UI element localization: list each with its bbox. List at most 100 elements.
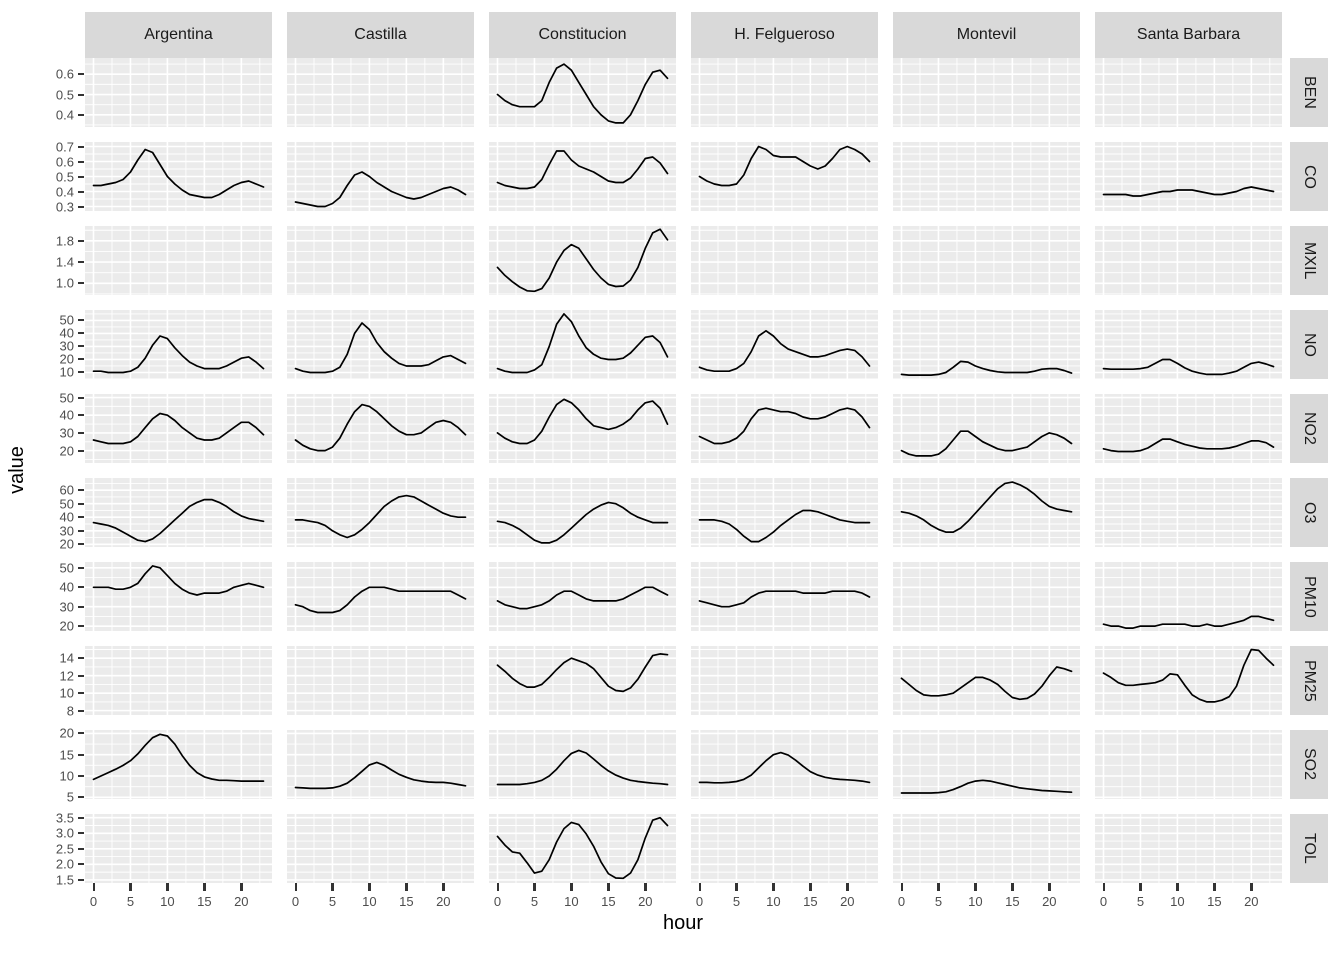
facet-panel-no2-montevil [893,394,1080,463]
facet-panel-mxil-argentina [85,226,272,295]
y-tick-mark [78,73,84,76]
series-line-no2-argentina [92,412,265,445]
facet-plot [287,394,474,463]
y-tick-label: 40 [59,509,74,525]
facet-plot [287,142,474,211]
y-tick-mark [78,282,84,285]
column-strip-argentina: Argentina [85,12,272,58]
series-line-so2-constitucion [496,749,669,786]
facet-panel-ben-santa-barbara [1095,58,1282,127]
y-tick-mark [78,345,84,348]
facet-panel-pm25-santa-barbara [1095,646,1282,715]
x-tick-label: 20 [234,894,249,909]
y-tick-mark [78,414,84,417]
y-tick-mark [78,625,84,628]
y-tick-mark [78,175,84,178]
facet-panel-o3-argentina [85,478,272,547]
y-tick-label: 50 [59,312,74,328]
facet-plot [85,562,272,631]
facet-plot [691,226,878,295]
series-line-no2-castilla [294,403,467,452]
y-tick-label: 10 [59,685,74,701]
y-tick-label: 50 [59,390,74,406]
y-tick-label: 40 [59,407,74,423]
x-tick-label: 0 [897,894,906,909]
y-tick-label: 2.0 [55,856,74,872]
facet-plot [691,58,878,127]
series-line-co-h-felgueroso [698,145,871,187]
facet-panel-so2-montevil [893,730,1080,799]
y-tick-label: 0.6 [55,154,74,169]
x-tick-label: 5 [934,894,943,909]
facet-plot [489,730,676,799]
series-line-so2-montevil [900,779,1073,794]
facet-plot [691,730,878,799]
x-tick-label: 0 [1099,894,1108,909]
facet-plot [691,394,878,463]
y-tick-label: 50 [59,496,74,512]
x-tick-label: 20 [1042,894,1057,909]
series-line-no2-santa-barbara [1102,438,1275,453]
x-tick-label: 15 [803,894,818,909]
series-line-no-constitucion [496,313,669,374]
facet-panel-no2-santa-barbara [1095,394,1282,463]
x-tick-label: 20 [436,894,451,909]
facet-plot [1095,142,1282,211]
facet-plot [1095,226,1282,295]
facet-panel-pm25-h-felgueroso [691,646,878,715]
x-tick-mark [644,883,647,891]
column-strip-castilla: Castilla [287,12,474,58]
y-tick-mark [78,674,84,677]
column-strip-santa-barbara: Santa Barbara [1095,12,1282,58]
y-tick-label: 1.8 [55,233,74,249]
y-tick-label: 5 [66,789,74,805]
facet-panel-so2-castilla [287,730,474,799]
facet-plot [85,142,272,211]
y-tick-mark [78,431,84,434]
facet-panel-o3-montevil [893,478,1080,547]
row-strip-co: CO [1290,142,1328,211]
y-tick-mark [78,239,84,242]
x-tick-label: 10 [1170,894,1185,909]
series-line-o3-constitucion [496,501,669,544]
x-tick-mark [405,883,408,891]
facet-panel-tol-montevil [893,814,1080,883]
y-tick-mark [78,878,84,881]
facet-plot [893,58,1080,127]
y-tick-mark [78,489,84,492]
facet-panel-o3-h-felgueroso [691,478,878,547]
facet-plot [85,646,272,715]
y-tick-mark [78,205,84,208]
facet-panel-mxil-santa-barbara [1095,226,1282,295]
facet-plot [893,478,1080,547]
y-tick-mark [78,816,84,819]
x-tick-mark [1011,883,1014,891]
y-tick-mark [78,543,84,546]
facet-plot [489,814,676,883]
facet-plot [85,730,272,799]
y-tick-label: 40 [59,325,74,341]
y-tick-label: 10 [59,768,74,784]
y-tick-mark [78,657,84,660]
series-line-pm10-castilla [294,586,467,614]
facet-plot [489,226,676,295]
y-tick-label: 20 [59,536,74,552]
series-line-ben-constitucion [496,63,669,124]
facet-panel-co-montevil [893,142,1080,211]
x-tick-label: 10 [564,894,579,909]
y-tick-label: 1.0 [55,275,74,291]
row-strip-pm10: PM10 [1290,562,1328,631]
x-tick-mark [846,883,849,891]
facet-panel-pm25-argentina [85,646,272,715]
y-tick-mark [78,145,84,148]
facet-plot [1095,58,1282,127]
y-tick-label: 8 [66,703,74,719]
series-line-no-montevil [900,360,1073,376]
y-tick-mark [78,261,84,264]
facet-plot [489,646,676,715]
row-strip-tol: TOL [1290,814,1328,883]
series-line-co-constitucion [496,150,669,190]
x-tick-label: 15 [601,894,616,909]
facet-panel-mxil-h-felgueroso [691,226,878,295]
facet-panel-tol-h-felgueroso [691,814,878,883]
